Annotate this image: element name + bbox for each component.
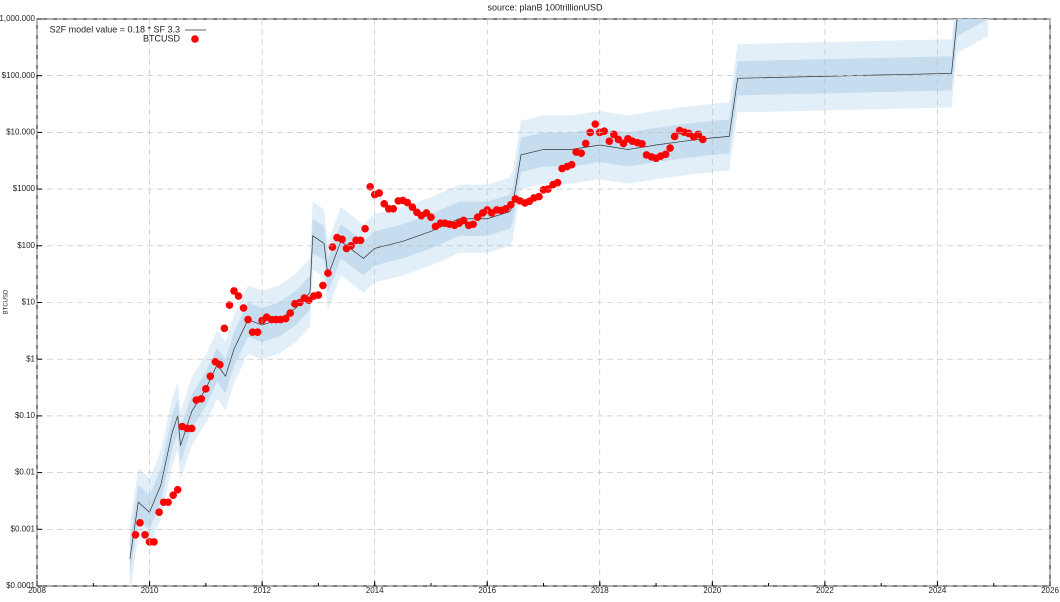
data-point	[459, 216, 468, 225]
data-point	[253, 328, 262, 336]
x-tick-label: 2020	[703, 586, 721, 595]
data-point	[131, 530, 140, 539]
data-point	[141, 530, 149, 539]
x-tick-label: 2012	[253, 586, 271, 595]
model-line	[129, 19, 958, 559]
data-point	[328, 243, 337, 251]
data-point	[638, 139, 646, 148]
x-tick-label: 2024	[929, 586, 947, 595]
data-point	[281, 314, 290, 323]
y-tick-label: $1000	[13, 184, 36, 193]
data-point	[305, 296, 313, 304]
data-point	[338, 235, 346, 244]
data-point	[244, 315, 252, 324]
data-point	[535, 192, 543, 201]
y-tick-label: $1	[26, 354, 35, 363]
y-tick-label: $0.001	[11, 524, 36, 533]
data-point	[666, 144, 674, 152]
data-point	[427, 213, 435, 221]
y-tick-label: $100.000	[2, 71, 36, 80]
data-point	[220, 324, 229, 333]
data-point	[169, 491, 177, 499]
y-tick-label: $10	[22, 298, 36, 307]
data-point	[375, 189, 383, 197]
y-tick-label: $0.0001	[6, 581, 35, 590]
data-point	[605, 137, 614, 145]
data-point	[173, 485, 182, 494]
data-point	[239, 304, 248, 312]
y-tick-label: $0.10	[15, 411, 36, 420]
chart-title: source: planB 100trillionUSD	[487, 2, 603, 12]
x-tick-label: 2014	[366, 586, 384, 595]
data-point	[553, 178, 562, 187]
data-point	[356, 236, 365, 245]
data-point	[361, 224, 369, 233]
data-point	[507, 200, 515, 209]
x-tick-label: 2010	[141, 586, 159, 595]
data-point	[187, 424, 196, 433]
data-point	[469, 220, 477, 229]
y-tick-label: $100	[17, 241, 35, 250]
y-tick-label: $0.01	[15, 468, 36, 477]
data-point	[286, 309, 295, 317]
data-point	[403, 198, 412, 207]
data-point	[670, 132, 679, 141]
data-point	[319, 281, 327, 290]
x-tick-label: 2016	[478, 586, 496, 595]
legend-label: BTCUSD	[143, 33, 181, 43]
data-point	[150, 538, 158, 546]
y-tick-label: $1,000.000	[0, 14, 36, 23]
data-point	[206, 372, 215, 381]
x-tick-label: 2008	[28, 586, 46, 595]
data-point	[581, 139, 590, 148]
y-tick-label: $10.000	[6, 128, 35, 137]
x-tick-label: 2026	[1041, 586, 1059, 595]
legend-swatch	[191, 35, 199, 43]
data-point	[216, 360, 224, 369]
data-point	[164, 498, 172, 507]
data-point	[473, 213, 482, 221]
data-point	[408, 203, 417, 211]
y-axis-label: BTCUSD	[4, 289, 10, 314]
data-point	[197, 395, 206, 403]
data-point	[366, 182, 374, 191]
data-point	[314, 291, 323, 299]
data-point	[577, 149, 586, 157]
legend-label: S2F model value = 0.18 * SF 3.3	[50, 24, 180, 34]
data-point	[389, 204, 398, 213]
data-point	[661, 150, 670, 159]
data-point	[698, 135, 707, 144]
data-point	[600, 127, 609, 135]
x-tick-label: 2022	[816, 586, 834, 595]
data-point	[380, 200, 389, 208]
data-point	[136, 519, 144, 527]
data-point	[501, 204, 510, 213]
data-point	[591, 120, 600, 128]
data-point	[234, 292, 243, 300]
data-point	[567, 160, 576, 169]
data-point	[324, 269, 332, 277]
data-point	[230, 287, 238, 295]
x-tick-label: 2018	[591, 586, 609, 595]
data-point	[202, 385, 210, 393]
data-point	[225, 301, 234, 309]
data-point	[155, 508, 163, 517]
